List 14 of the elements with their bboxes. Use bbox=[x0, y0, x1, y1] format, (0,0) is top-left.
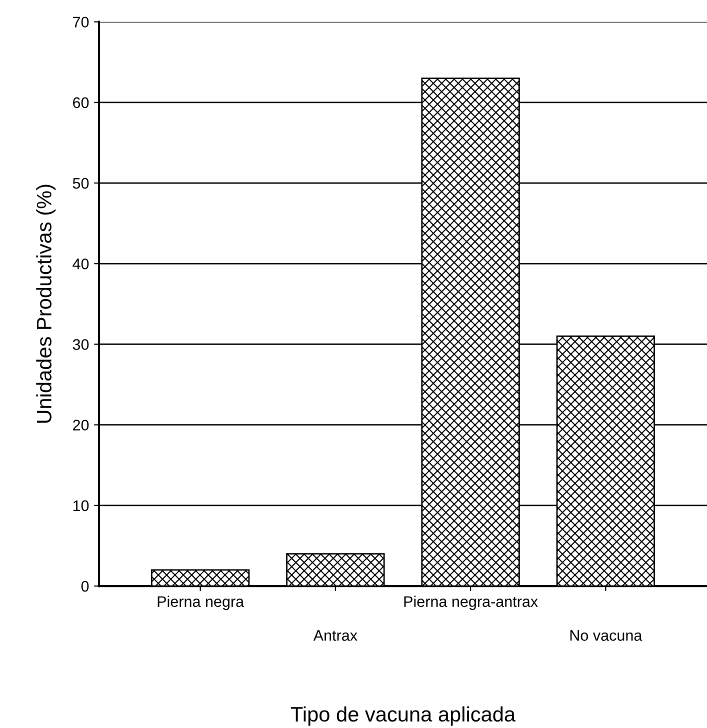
y-tick-label: 30 bbox=[72, 339, 89, 350]
y-axis-title: Unidades Productivas (%) bbox=[36, 184, 56, 423]
x-tick-label: Pierna negra-antrax bbox=[404, 596, 538, 610]
y-tick-label: 70 bbox=[73, 16, 89, 28]
x-axis-title: Tipo de vacuna aplicada bbox=[290, 706, 516, 726]
y-tick-label: 0 bbox=[81, 580, 89, 592]
x-tick-label: Pierna negra bbox=[158, 596, 244, 610]
x-tick-label: Antrax bbox=[313, 630, 358, 641]
y-tick-label: 10 bbox=[73, 500, 89, 512]
y-tick-label: 50 bbox=[72, 178, 89, 189]
y-tick-label: 20 bbox=[73, 420, 89, 431]
y-tick-label: 40 bbox=[72, 258, 89, 270]
x-tick-label: No vacuna bbox=[570, 630, 642, 641]
y-tick-label: 60 bbox=[73, 97, 89, 108]
